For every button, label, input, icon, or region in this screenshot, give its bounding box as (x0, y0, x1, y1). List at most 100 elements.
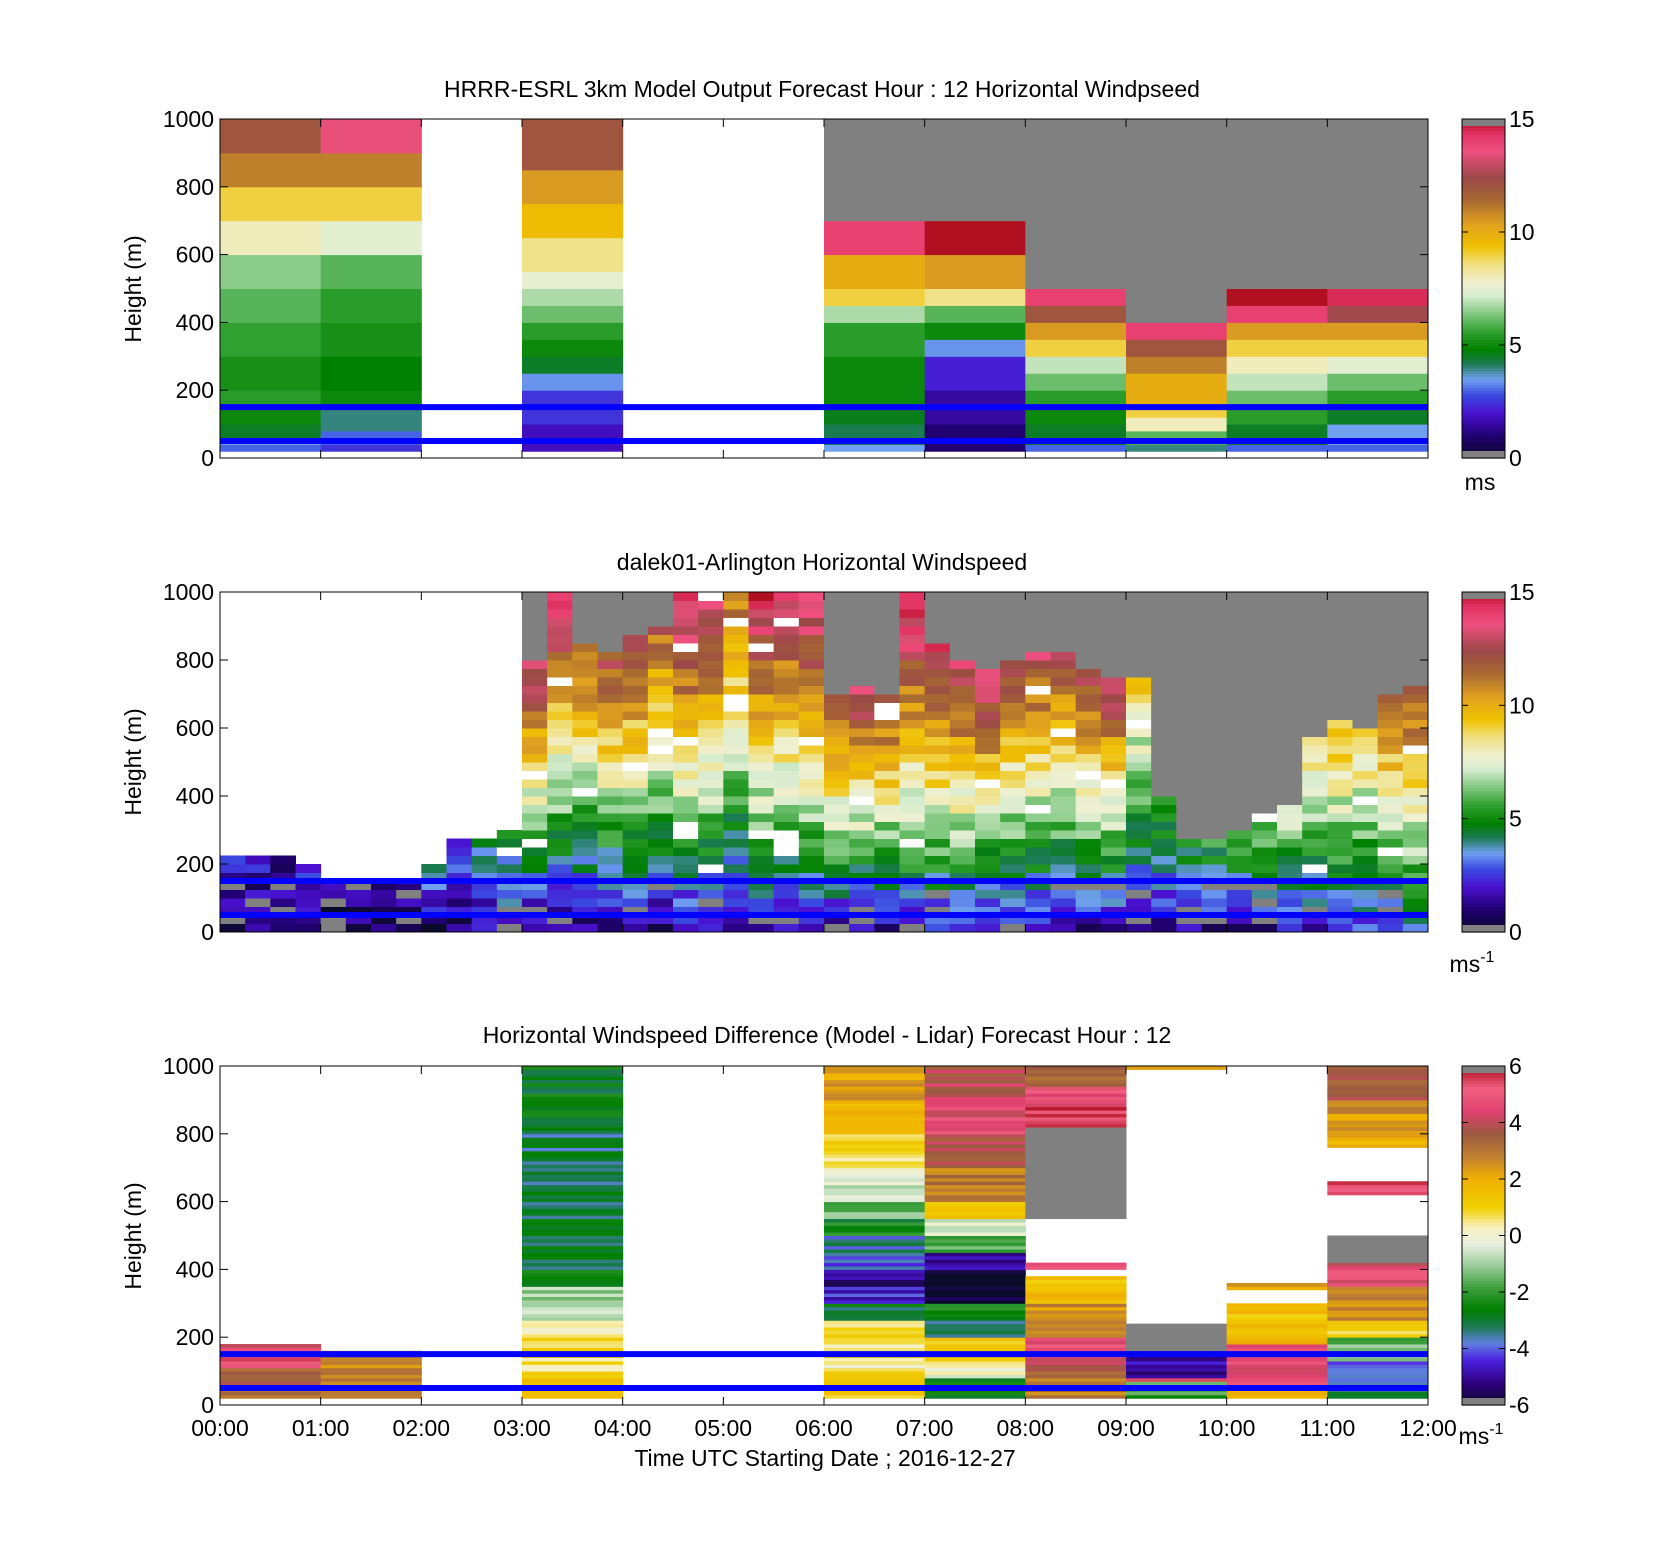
lidar-bin (798, 677, 825, 686)
lidar-bin (1352, 643, 1379, 652)
lidar-bin (1000, 813, 1026, 822)
difference-cell (522, 1171, 624, 1175)
difference-cell (924, 1272, 1026, 1277)
lidar-bin (1000, 881, 1026, 890)
lidar-bin (1377, 796, 1404, 805)
lidar-bin (698, 881, 724, 890)
lidar-bin (1075, 889, 1102, 899)
lidar-bin (421, 906, 447, 916)
lidar-bin (698, 702, 724, 712)
lidar-bin (572, 634, 598, 644)
lidar-bin (622, 668, 649, 678)
colorbar-cap (1462, 1066, 1505, 1073)
lidar-bin (1050, 847, 1077, 856)
lidar-bin (1226, 694, 1253, 703)
difference-cell (1327, 1066, 1429, 1070)
lidar-bin (547, 838, 573, 848)
difference-cell (924, 1313, 1026, 1318)
difference-cell (1025, 1303, 1127, 1308)
colorbar-segment (1462, 313, 1505, 318)
lidar-bin (1151, 889, 1177, 899)
colorbar-segment (1462, 747, 1505, 752)
panel-difference-colorbar-unit: ms-1 (1459, 1421, 1504, 1449)
colorbar-segment (1462, 325, 1505, 329)
x-tick-label: 07:00 (896, 1415, 954, 1441)
difference-cell (522, 1323, 624, 1328)
lidar-bin (975, 838, 1001, 848)
lidar-bin (572, 779, 598, 788)
lidar-bin (899, 609, 926, 618)
lidar-bin (773, 821, 800, 831)
lidar-bin (1251, 838, 1278, 848)
colorbar-segment (1462, 818, 1505, 823)
lidar-bin (1050, 634, 1077, 644)
lidar-bin (924, 634, 951, 644)
colorbar-segment (1462, 1176, 1505, 1180)
lidar-bin (1251, 736, 1278, 746)
colorbar-segment (1462, 345, 1505, 349)
difference-cell (824, 1299, 926, 1304)
lidar-bin (597, 634, 624, 644)
lidar-bin (1126, 830, 1152, 839)
colorbar-frame (1461, 118, 1506, 459)
lidar-bin (1352, 753, 1379, 763)
difference-cell (924, 1238, 1026, 1243)
lidar-bin (1025, 770, 1051, 780)
difference-cell (220, 1357, 322, 1362)
lidar-bin (345, 881, 372, 890)
colorbar-segment (1462, 1193, 1505, 1197)
lidar-bin (1025, 651, 1051, 661)
lidar-bin (1100, 643, 1127, 652)
colorbar-segment (1462, 1272, 1505, 1276)
colorbar-segment (1462, 895, 1505, 899)
lidar-bin (773, 592, 800, 601)
lidar-bin (1126, 609, 1152, 618)
lidar-bin (673, 906, 699, 916)
lidar-bin (673, 779, 699, 788)
lidar-bin (1352, 838, 1379, 848)
lidar-bin (1025, 821, 1051, 831)
difference-cell (924, 1242, 1026, 1247)
model-cell (1226, 444, 1328, 452)
lidar-bin (1201, 838, 1228, 848)
lidar-bin (471, 838, 498, 848)
lidar-bin (446, 923, 473, 933)
colorbar-tick-label: 4 (1509, 1110, 1522, 1136)
difference-cell (1025, 1364, 1127, 1369)
lidar-bin (1377, 906, 1404, 916)
lidar-bin (849, 711, 875, 720)
difference-cell (220, 1367, 322, 1372)
lidar-bin (295, 864, 322, 873)
model-cell (1126, 373, 1228, 405)
lidar-bin (975, 923, 1001, 933)
lidar-bin (975, 915, 1001, 924)
lidar-bin (698, 923, 724, 933)
lidar-bin (1226, 779, 1253, 788)
lidar-bin (522, 830, 548, 839)
lidar-bin (723, 762, 749, 771)
lidar-bin (824, 685, 850, 695)
lidar-bin (723, 626, 749, 635)
model-cell (320, 152, 422, 188)
difference-cell (522, 1252, 624, 1257)
lidar-bin (849, 651, 875, 661)
difference-cell (1025, 1377, 1127, 1382)
colorbar-segment (1462, 1359, 1505, 1364)
lidar-bin (396, 898, 422, 907)
difference-cell (1025, 1276, 1127, 1281)
lidar-bin (1352, 787, 1379, 797)
colorbar-segment (1462, 206, 1505, 210)
lidar-bin (1327, 898, 1353, 907)
colorbar-segment (1462, 398, 1505, 403)
lidar-bin (1402, 872, 1429, 882)
model-cell (1327, 407, 1429, 425)
model-cell (1025, 322, 1127, 340)
difference-cell (924, 1364, 1026, 1369)
y-tick-label: 400 (176, 309, 214, 335)
lidar-bin (1000, 685, 1026, 695)
lidar-bin (748, 728, 775, 737)
difference-cell (924, 1367, 1026, 1372)
colorbar-segment (1462, 271, 1505, 275)
difference-cell (1327, 1381, 1429, 1386)
colorbar-segment (1462, 285, 1505, 290)
